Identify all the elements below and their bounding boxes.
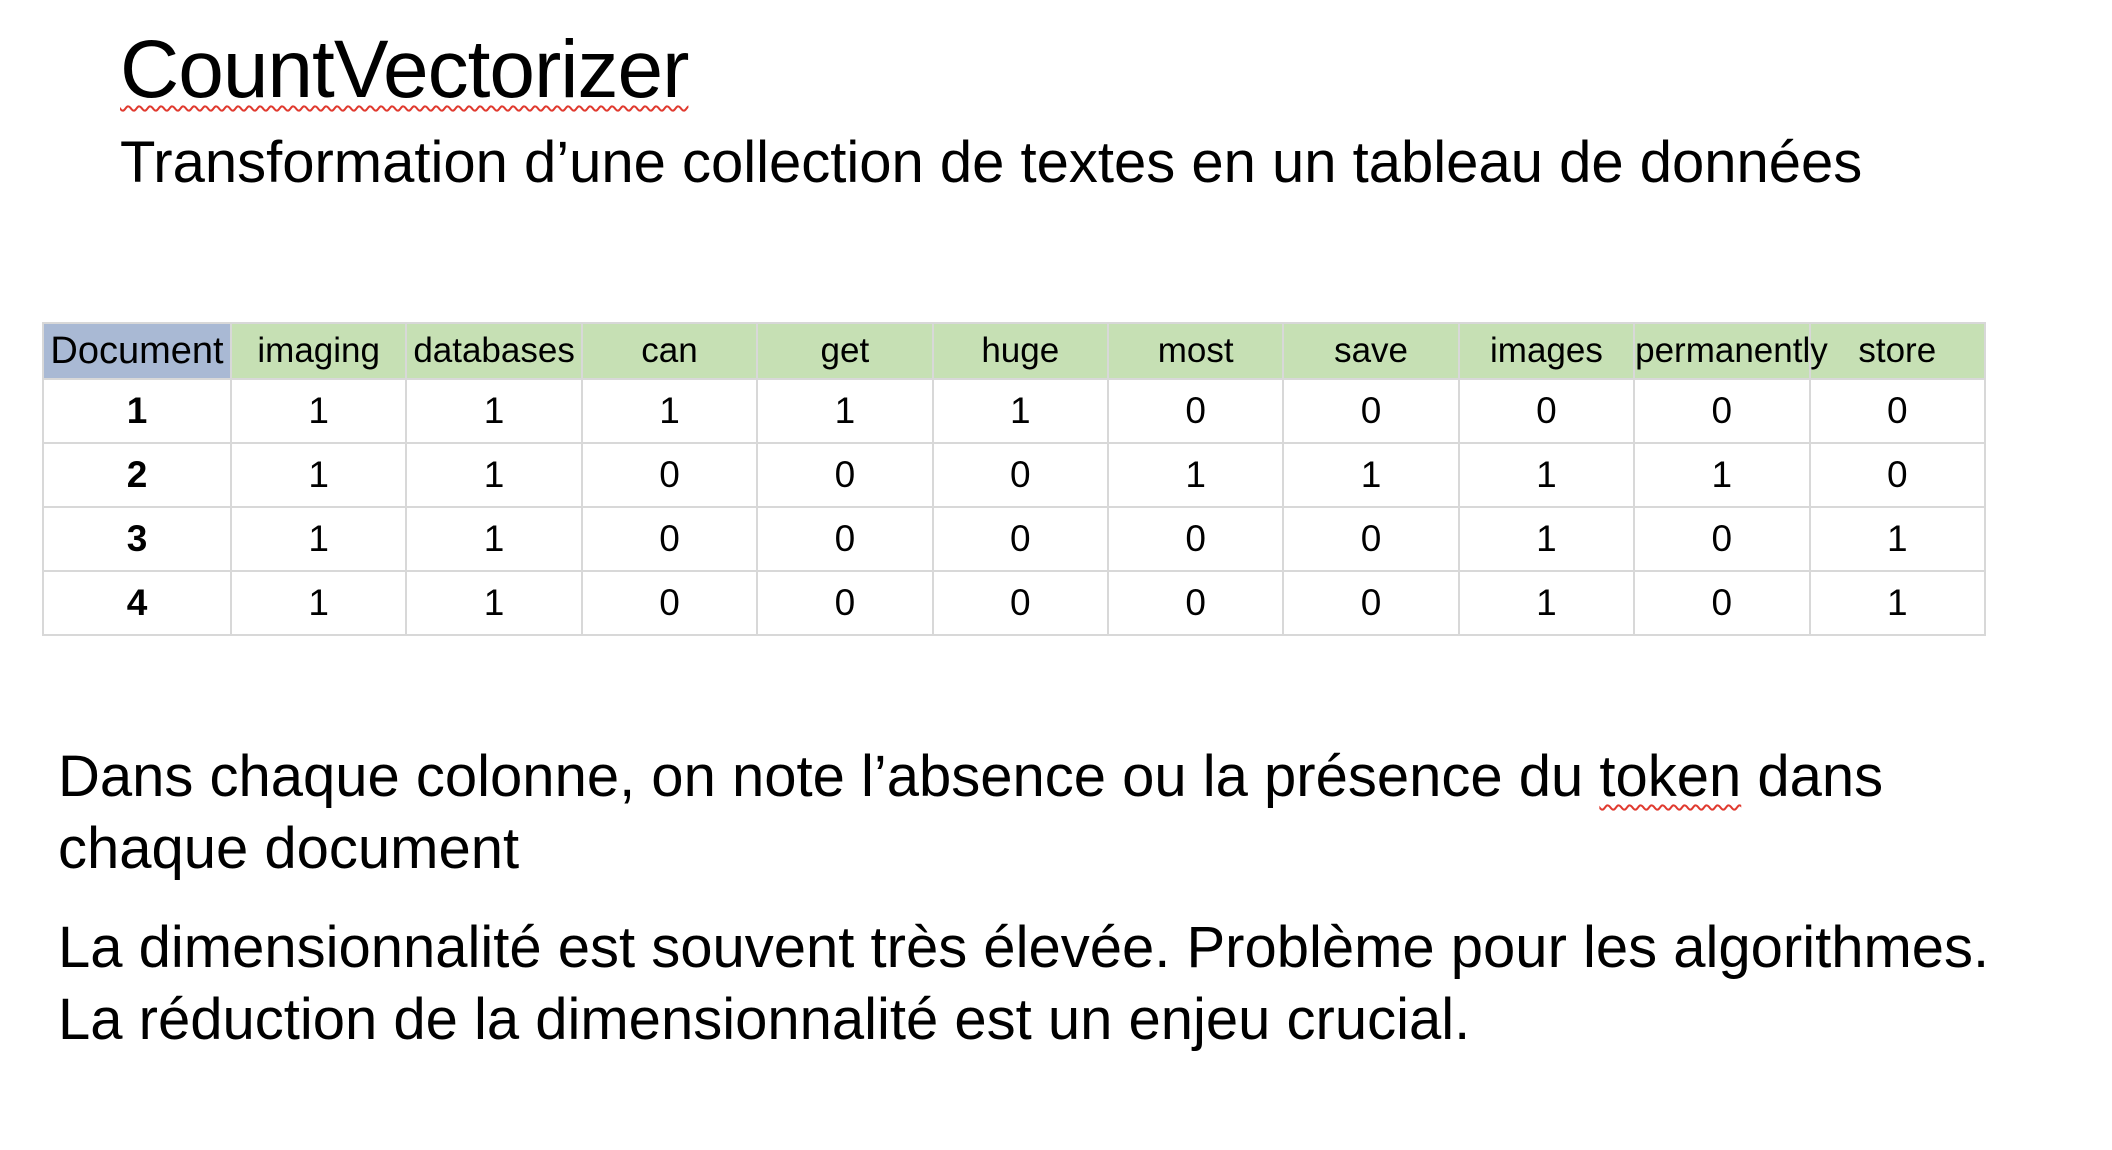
count-cell: 0 bbox=[1282, 570, 1460, 636]
count-cell: 1 bbox=[1457, 442, 1636, 508]
count-cell: 1 bbox=[229, 570, 408, 636]
table-row: 2 1 1 0 0 0 1 1 1 1 0 bbox=[42, 442, 1987, 508]
table-header-token: huge bbox=[931, 322, 1109, 380]
slide-title-text: CountVectorizer bbox=[120, 24, 689, 115]
count-cell: 1 bbox=[756, 378, 934, 444]
table-header-row: Document imaging databases can get huge … bbox=[42, 322, 1987, 380]
document-id-cell: 4 bbox=[42, 570, 232, 636]
count-cell: 0 bbox=[931, 506, 1109, 572]
count-cell: 0 bbox=[931, 442, 1109, 508]
document-id-cell: 1 bbox=[42, 378, 232, 444]
count-cell: 1 bbox=[229, 442, 408, 508]
table-header-token: store bbox=[1808, 322, 1987, 380]
table-row: 3 1 1 0 0 0 0 0 1 0 1 bbox=[42, 506, 1987, 572]
table-header-token: databases bbox=[405, 322, 583, 380]
count-cell: 0 bbox=[1633, 570, 1811, 636]
count-vector-table: Document imaging databases can get huge … bbox=[42, 322, 1987, 636]
count-cell: 0 bbox=[931, 570, 1109, 636]
table-header-document: Document bbox=[42, 322, 232, 380]
token-word: token bbox=[1599, 744, 1742, 809]
count-cell: 1 bbox=[1808, 506, 1987, 572]
table-row: 4 1 1 0 0 0 0 0 1 0 1 bbox=[42, 570, 1987, 636]
count-cell: 0 bbox=[756, 442, 934, 508]
count-cell: 0 bbox=[1106, 378, 1285, 444]
count-cell: 1 bbox=[1633, 442, 1811, 508]
count-cell: 1 bbox=[1457, 570, 1636, 636]
count-cell: 1 bbox=[405, 570, 583, 636]
count-cell: 0 bbox=[756, 506, 934, 572]
count-cell: 0 bbox=[756, 570, 934, 636]
count-cell: 0 bbox=[1808, 442, 1987, 508]
count-cell: 1 bbox=[405, 442, 583, 508]
count-cell: 0 bbox=[1106, 506, 1285, 572]
paragraph-token-presence: Dans chaque colonne, on note l’absence o… bbox=[58, 741, 2058, 885]
count-cell: 0 bbox=[1633, 378, 1811, 444]
count-cell: 1 bbox=[405, 506, 583, 572]
count-cell: 1 bbox=[229, 378, 408, 444]
table-header-token: images bbox=[1457, 322, 1636, 380]
table-row: 1 1 1 1 1 1 0 0 0 0 0 bbox=[42, 378, 1987, 444]
count-cell: 0 bbox=[1633, 506, 1811, 572]
count-cell: 0 bbox=[580, 570, 759, 636]
table-header-token: imaging bbox=[229, 322, 408, 380]
count-cell: 0 bbox=[1282, 506, 1460, 572]
paragraph-text: Dans chaque colonne, on note l’absence o… bbox=[58, 744, 1600, 809]
slide-title: CountVectorizer bbox=[120, 22, 689, 118]
paragraph-dimensionality: La dimensionnalité est souvent très élev… bbox=[58, 915, 1990, 1052]
count-cell: 1 bbox=[580, 378, 759, 444]
document-id-cell: 3 bbox=[42, 506, 232, 572]
slide-subtitle: Transformation d’une collection de texte… bbox=[120, 130, 1863, 195]
table-header-token: can bbox=[580, 322, 759, 380]
count-cell: 1 bbox=[1808, 570, 1987, 636]
table-header-token: permanently bbox=[1633, 322, 1828, 380]
count-cell: 0 bbox=[580, 506, 759, 572]
count-cell: 0 bbox=[1457, 378, 1636, 444]
document-id-cell: 2 bbox=[42, 442, 232, 508]
count-cell: 1 bbox=[1282, 442, 1460, 508]
count-cell: 0 bbox=[1106, 570, 1285, 636]
count-cell: 1 bbox=[931, 378, 1109, 444]
table-header-token: save bbox=[1282, 322, 1460, 380]
count-cell: 0 bbox=[580, 442, 759, 508]
count-cell: 1 bbox=[229, 506, 408, 572]
table-header-token: most bbox=[1106, 322, 1285, 380]
paragraph-text: dans chaque document bbox=[58, 744, 1884, 881]
count-cell: 0 bbox=[1282, 378, 1460, 444]
count-cell: 1 bbox=[1457, 506, 1636, 572]
count-cell: 0 bbox=[1808, 378, 1987, 444]
table-header-token: get bbox=[756, 322, 934, 380]
count-cell: 1 bbox=[405, 378, 583, 444]
count-cell: 1 bbox=[1106, 442, 1285, 508]
